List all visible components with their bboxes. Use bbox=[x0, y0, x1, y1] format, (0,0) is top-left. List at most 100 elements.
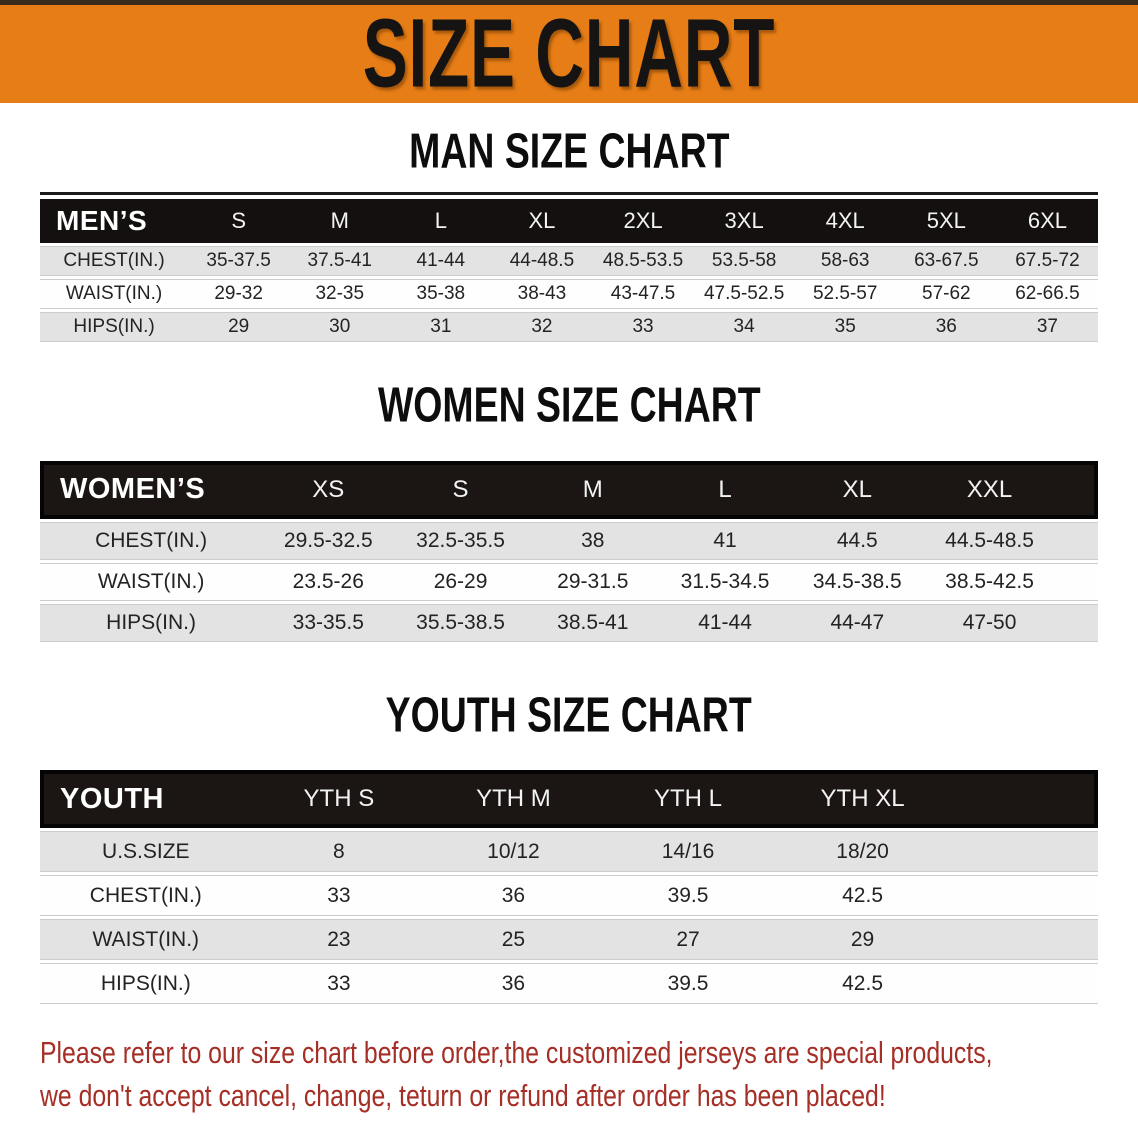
value-cell: 58-63 bbox=[794, 246, 896, 277]
disclaimer-line-1: Please refer to our size chart before or… bbox=[40, 1035, 993, 1071]
value-cell: 41-44 bbox=[390, 246, 492, 277]
section-heading-text: YOUTH SIZE CHART bbox=[385, 688, 753, 743]
size-header-cell: 2XL bbox=[592, 199, 694, 244]
value-cell: 62-66.5 bbox=[996, 279, 1098, 310]
table-row: WAIST(IN.) 23.5-26 26-29 29-31.5 31.5-34.5 34… bbox=[40, 562, 1098, 601]
table-row: HIPS(IN.) 33 36 39.5 42.5 bbox=[40, 963, 1098, 1005]
table-row: CHEST(IN.) 29.5-32.5 32.5-35.5 38 41 44.5 44.5… bbox=[40, 521, 1098, 560]
value-cell: 34.5-38.5 bbox=[791, 562, 924, 601]
size-header-cell: YTH XL bbox=[775, 770, 950, 829]
spacer-cell bbox=[949, 875, 1098, 917]
men-size-table: MEN’S S M L XL 2XL 3XL 4XL 5XL 6XL CHEST(IN.) 35-37… bbox=[40, 196, 1098, 345]
value-cell: 41 bbox=[658, 521, 792, 560]
value-cell: 44-47 bbox=[791, 603, 924, 642]
size-header-cell: M bbox=[289, 199, 391, 244]
value-cell: 32-35 bbox=[289, 279, 391, 310]
value-cell: 52.5-57 bbox=[794, 279, 896, 310]
size-header-cell: S bbox=[188, 199, 290, 244]
table-row: WAIST(IN.) 23 25 27 29 bbox=[40, 919, 1098, 961]
value-cell: 35 bbox=[794, 312, 896, 343]
value-cell: 35-37.5 bbox=[188, 246, 290, 277]
row-label-cell: WAIST(IN.) bbox=[40, 919, 252, 961]
size-header-cell: YTH M bbox=[426, 770, 601, 829]
value-cell: 37.5-41 bbox=[289, 246, 391, 277]
section-heading: YOUTH SIZE CHART bbox=[0, 688, 1138, 743]
value-cell: 33 bbox=[251, 963, 427, 1005]
size-header-cell: L bbox=[390, 199, 492, 244]
value-cell: 26-29 bbox=[394, 562, 527, 601]
value-cell: 42.5 bbox=[775, 963, 950, 1005]
youth-size-section: YOUTH SIZE CHART YOUTH YTH S YTH M YTH L YTH… bbox=[0, 688, 1138, 1007]
value-cell: 39.5 bbox=[600, 875, 776, 917]
value-cell: 39.5 bbox=[600, 963, 776, 1005]
value-cell: 67.5-72 bbox=[996, 246, 1098, 277]
row-label-cell: HIPS(IN.) bbox=[40, 312, 189, 343]
spacer-cell bbox=[949, 963, 1098, 1005]
value-cell: 14/16 bbox=[600, 831, 776, 873]
value-cell: 27 bbox=[600, 919, 776, 961]
value-cell: 36 bbox=[426, 963, 601, 1005]
value-cell: 31 bbox=[390, 312, 492, 343]
value-cell: 48.5-53.5 bbox=[592, 246, 694, 277]
value-cell: 33-35.5 bbox=[262, 603, 395, 642]
value-cell: 36 bbox=[426, 875, 601, 917]
value-cell: 29.5-32.5 bbox=[262, 521, 395, 560]
value-cell: 47.5-52.5 bbox=[693, 279, 795, 310]
row-label-cell: CHEST(IN.) bbox=[40, 246, 189, 277]
spacer-cell bbox=[1055, 460, 1098, 519]
row-label-cell: U.S.SIZE bbox=[40, 831, 252, 873]
size-header-cell: XL bbox=[791, 460, 924, 519]
value-cell: 31.5-34.5 bbox=[658, 562, 792, 601]
value-cell: 8 bbox=[251, 831, 427, 873]
value-cell: 44.5-48.5 bbox=[923, 521, 1056, 560]
value-cell: 29 bbox=[775, 919, 950, 961]
value-cell: 63-67.5 bbox=[895, 246, 997, 277]
spacer-cell bbox=[949, 831, 1098, 873]
table-header-row: WOMEN’S XS S M L XL XXL bbox=[40, 460, 1098, 519]
spacer-cell bbox=[949, 919, 1098, 961]
size-header-cell: 3XL bbox=[693, 199, 795, 244]
value-cell: 42.5 bbox=[775, 875, 950, 917]
value-cell: 30 bbox=[289, 312, 391, 343]
value-cell: 47-50 bbox=[923, 603, 1056, 642]
value-cell: 38-43 bbox=[491, 279, 593, 310]
value-cell: 44-48.5 bbox=[491, 246, 593, 277]
value-cell: 53.5-58 bbox=[693, 246, 795, 277]
size-header-cell: XS bbox=[262, 460, 395, 519]
value-cell: 32.5-35.5 bbox=[394, 521, 527, 560]
women-size-section: WOMEN SIZE CHART WOMEN’S XS S M L XL XXL CHEST(… bbox=[0, 378, 1138, 644]
value-cell: 32 bbox=[491, 312, 593, 343]
value-cell: 23 bbox=[251, 919, 427, 961]
row-label-cell: CHEST(IN.) bbox=[40, 875, 252, 917]
value-cell: 29 bbox=[188, 312, 290, 343]
value-cell: 10/12 bbox=[426, 831, 601, 873]
table-row: WAIST(IN.) 29-32 32-35 35-38 38-43 43-47.5 47.… bbox=[40, 279, 1098, 310]
value-cell: 35.5-38.5 bbox=[394, 603, 527, 642]
value-cell: 34 bbox=[693, 312, 795, 343]
size-header-cell: 4XL bbox=[794, 199, 896, 244]
size-header-cell: 6XL bbox=[996, 199, 1098, 244]
spacer-cell bbox=[1055, 521, 1098, 560]
value-cell: 33 bbox=[592, 312, 694, 343]
section-heading: MAN SIZE CHART bbox=[0, 126, 1138, 178]
value-cell: 33 bbox=[251, 875, 427, 917]
size-header-cell: YTH L bbox=[600, 770, 776, 829]
banner-title: SIZE CHART bbox=[362, 0, 776, 108]
row-label-cell: HIPS(IN.) bbox=[40, 963, 252, 1005]
section-heading-text: WOMEN SIZE CHART bbox=[377, 378, 761, 433]
value-cell: 23.5-26 bbox=[262, 562, 395, 601]
value-cell: 37 bbox=[996, 312, 1098, 343]
table-row: HIPS(IN.) 33-35.5 35.5-38.5 38.5-41 41-44 44-… bbox=[40, 603, 1098, 642]
men-size-section: MAN SIZE CHART MEN’S S M L XL 2XL 3XL 4XL 5XL 6XL… bbox=[0, 126, 1138, 345]
disclaimer: Please refer to our size chart before or… bbox=[40, 1031, 1138, 1117]
spacer-cell bbox=[949, 770, 1098, 829]
spacer-cell bbox=[1055, 562, 1098, 601]
table-header-row: MEN’S S M L XL 2XL 3XL 4XL 5XL 6XL bbox=[40, 199, 1098, 244]
value-cell: 35-38 bbox=[390, 279, 492, 310]
table-title-cell: MEN’S bbox=[40, 199, 189, 244]
value-cell: 43-47.5 bbox=[592, 279, 694, 310]
row-label-cell: WAIST(IN.) bbox=[40, 562, 263, 601]
value-cell: 38 bbox=[526, 521, 659, 560]
size-header-cell: L bbox=[658, 460, 792, 519]
